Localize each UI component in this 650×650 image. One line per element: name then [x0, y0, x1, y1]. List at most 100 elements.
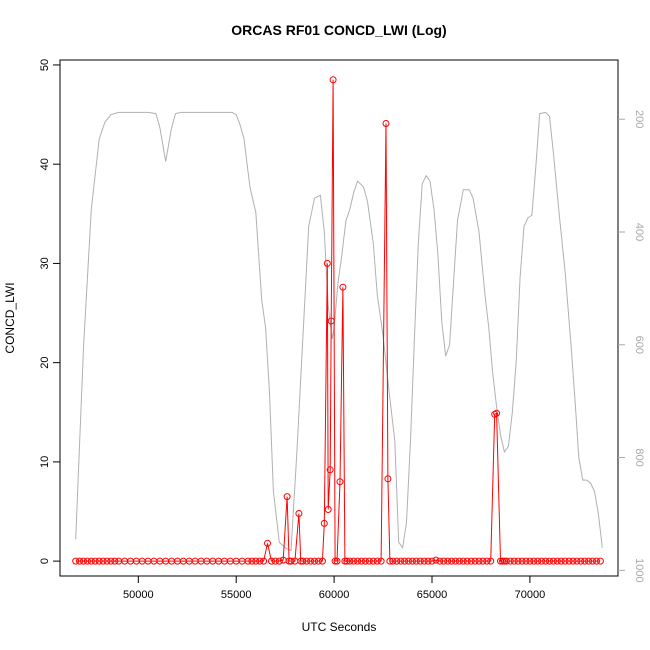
concd-lwi-point	[244, 557, 252, 565]
concd-lwi-point	[324, 506, 332, 513]
concd-lwi-point	[546, 557, 553, 565]
concd-lwi-point	[303, 557, 311, 565]
concd-lwi-point	[373, 557, 381, 565]
concd-lwi-point	[518, 557, 526, 565]
concd-lwi-point	[333, 557, 341, 565]
concd-lwi-point	[256, 557, 264, 565]
concd-lwi-point	[542, 557, 550, 565]
concd-lwi-point	[358, 557, 365, 565]
concd-lwi-point	[341, 557, 349, 565]
concd-lwi-point	[444, 557, 452, 565]
concd-lwi-point	[424, 557, 432, 565]
concd-lwi-point	[463, 557, 471, 565]
concd-lwi-point	[455, 557, 463, 565]
y-axis-label: CONCD_LWI	[3, 282, 17, 353]
concd-lwi-point	[80, 557, 87, 565]
concd-lwi-point	[260, 557, 268, 565]
y-tick-label: 10	[39, 456, 51, 468]
concd-lwi-point	[577, 557, 585, 565]
concd-lwi-point	[514, 557, 522, 565]
concd-lwi-point	[397, 557, 405, 565]
concd-lwi-point	[91, 557, 99, 565]
concd-lwi-point	[416, 557, 424, 565]
pressure-line	[75, 111, 603, 552]
concd-lwi-point	[99, 557, 107, 565]
concd-lwi-point	[561, 557, 569, 565]
concd-lwi-point	[382, 120, 390, 127]
concd-lwi-point	[350, 557, 358, 565]
concd-lwi-point	[107, 557, 115, 565]
concd-lwi-point	[569, 557, 577, 565]
concd-lwi-point	[314, 557, 322, 565]
concd-lwi-point	[343, 557, 351, 565]
concd-lwi-point	[479, 557, 487, 565]
concd-lwi-series	[72, 76, 604, 565]
concd-lwi-point	[412, 557, 420, 565]
concd-lwi-point	[401, 557, 409, 565]
x-tick-label: 65000	[417, 589, 448, 601]
concd-lwi-point	[499, 557, 506, 565]
concd-lwi-point	[593, 557, 600, 565]
concd-lwi-point	[467, 557, 475, 565]
concd-lwi-point	[287, 557, 295, 565]
concd-lwi-point	[323, 259, 331, 267]
y-tick-label: 30	[39, 257, 51, 269]
x-axis: 50000 55000 60000 65000 70000	[123, 576, 545, 601]
concd-lwi-point	[459, 557, 467, 565]
concd-lwi-point	[440, 557, 448, 565]
concd-lwi-point	[295, 510, 303, 517]
concd-lwi-point	[553, 557, 561, 565]
concd-lwi-point	[275, 557, 283, 565]
concd-lwi-point	[483, 557, 491, 565]
concd-lwi-point	[522, 557, 530, 565]
concd-lwi-point	[506, 557, 514, 565]
y-tick-label: 40	[39, 158, 51, 170]
concd-lwi-point	[365, 557, 373, 565]
concd-lwi-point	[252, 557, 260, 565]
concd-lwi-point	[377, 557, 385, 565]
concd-lwi-point	[581, 557, 589, 565]
concd-lwi-point	[299, 557, 307, 565]
concd-lwi-point	[420, 557, 428, 565]
concd-lwi-point	[264, 539, 271, 547]
x-tick-label: 55000	[221, 589, 252, 601]
concd-lwi-point	[565, 557, 573, 565]
concd-lwi-point	[471, 557, 479, 565]
right-y-tick-label: 200	[633, 110, 645, 128]
concd-lwi-point	[386, 557, 394, 565]
concd-lwi-point	[585, 557, 593, 565]
concd-lwi-point	[311, 557, 318, 565]
concd-lwi-point	[307, 557, 315, 565]
right-y-tick-label: 600	[633, 336, 645, 354]
concd-lwi-point	[283, 493, 291, 501]
concd-lwi-point	[436, 557, 444, 565]
concd-lwi-point	[384, 475, 392, 483]
concd-lwi-point	[526, 557, 534, 565]
concd-lwi-point	[354, 557, 362, 565]
concd-lwi-point	[87, 557, 95, 565]
right-y-tick-label: 1000	[633, 558, 645, 582]
concd-lwi-point	[326, 466, 334, 474]
concd-lwi-point	[83, 557, 91, 565]
right-y-tick-label: 400	[633, 223, 645, 241]
y-tick-label: 50	[39, 59, 51, 71]
y-axis: 0 10 20 30 40 50	[39, 59, 60, 564]
concd-lwi-point	[452, 557, 459, 565]
concd-lwi-point	[432, 556, 440, 564]
concd-lwi-point	[596, 557, 604, 565]
concd-lwi-point	[549, 557, 557, 565]
right-y-tick-label: 800	[633, 448, 645, 466]
concd-lwi-point	[111, 557, 119, 565]
concd-lwi-point	[103, 557, 111, 565]
concd-lwi-point	[339, 283, 347, 291]
concd-lwi-point	[493, 409, 501, 417]
concd-lwi-point	[327, 317, 335, 325]
y-tick-label: 0	[39, 558, 51, 564]
concd-lwi-point	[428, 557, 436, 565]
concd-lwi-point	[329, 76, 337, 84]
x-axis-label: UTC Seconds	[302, 620, 377, 634]
concd-lwi-point	[331, 557, 339, 565]
concd-lwi-point	[369, 557, 377, 565]
concd-lwi-point	[487, 557, 495, 565]
